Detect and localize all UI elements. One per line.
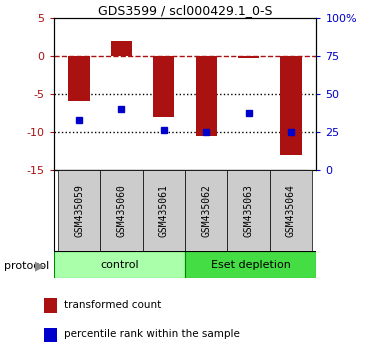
Bar bbox=[111, 41, 132, 56]
Bar bbox=[185, 170, 228, 251]
Text: GSM435063: GSM435063 bbox=[243, 184, 253, 237]
Bar bbox=[44, 298, 57, 313]
Bar bbox=[185, 251, 316, 278]
Text: GSM435062: GSM435062 bbox=[201, 184, 211, 237]
Bar bbox=[280, 56, 302, 155]
Text: ▶: ▶ bbox=[35, 260, 45, 273]
Bar bbox=[44, 327, 57, 342]
Text: percentile rank within the sample: percentile rank within the sample bbox=[64, 329, 240, 339]
Text: protocol: protocol bbox=[4, 261, 49, 271]
Bar bbox=[270, 170, 312, 251]
Bar bbox=[228, 170, 270, 251]
Text: Eset depletion: Eset depletion bbox=[211, 259, 290, 270]
Bar bbox=[68, 56, 90, 101]
Bar bbox=[58, 170, 100, 251]
Bar bbox=[54, 251, 185, 278]
Bar bbox=[100, 170, 142, 251]
Text: transformed count: transformed count bbox=[64, 300, 162, 310]
Bar bbox=[196, 56, 217, 136]
Text: GSM435059: GSM435059 bbox=[74, 184, 84, 237]
Bar bbox=[153, 56, 174, 117]
Text: control: control bbox=[100, 259, 139, 270]
Bar bbox=[238, 56, 259, 58]
Text: GSM435060: GSM435060 bbox=[117, 184, 127, 237]
Title: GDS3599 / scl000429.1_0-S: GDS3599 / scl000429.1_0-S bbox=[98, 4, 272, 17]
Text: GSM435061: GSM435061 bbox=[159, 184, 169, 237]
Text: GSM435064: GSM435064 bbox=[286, 184, 296, 237]
Bar bbox=[142, 170, 185, 251]
